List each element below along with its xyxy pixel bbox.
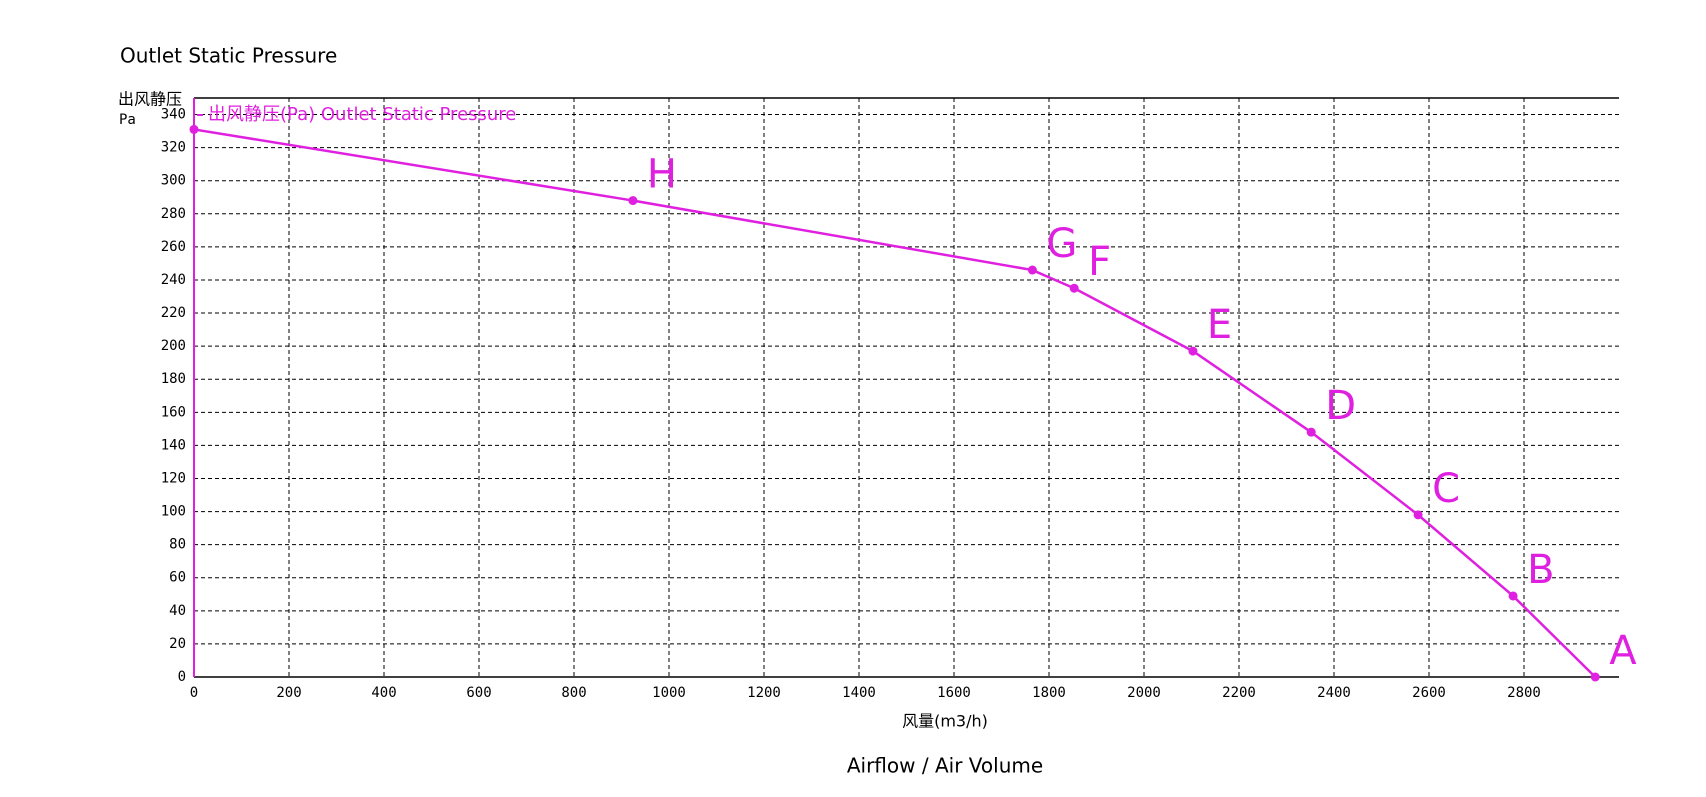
x-tick-label: 800	[561, 685, 586, 701]
x-tick-label: 400	[371, 685, 396, 701]
y-tick-label: 280	[161, 206, 186, 222]
y-tick-label: 240	[161, 272, 186, 288]
y-tick-label: 20	[169, 636, 186, 652]
x-tick-label: 2600	[1412, 685, 1446, 701]
y-tick-label: 260	[161, 239, 186, 255]
y-tick-label: 200	[161, 338, 186, 354]
data-point	[1069, 283, 1079, 293]
y-tick-label: 340	[161, 107, 186, 123]
x-tick-label: 2200	[1222, 685, 1256, 701]
y-tick-label: 60	[169, 570, 186, 586]
data-point	[1508, 591, 1518, 601]
x-tick-label: 0	[190, 685, 198, 701]
point-label: E	[1207, 302, 1232, 348]
x-tick-label: 1800	[1032, 685, 1066, 701]
x-tick-label: 1000	[652, 685, 686, 701]
point-label: H	[647, 152, 677, 198]
y-tick-label: 180	[161, 371, 186, 387]
point-label: D	[1325, 383, 1356, 429]
y-tick-label: 160	[161, 404, 186, 420]
point-label: G	[1046, 221, 1077, 267]
legend-label: 出风静压(Pa) Outlet Static Pressure	[208, 104, 516, 125]
point-label: B	[1527, 547, 1554, 593]
x-tick-label: 200	[276, 685, 301, 701]
y-tick-label: 220	[161, 305, 186, 321]
y-axis-label: 出风静压	[118, 90, 182, 109]
y-tick-label: 300	[161, 173, 186, 189]
y-tick-label: 100	[161, 504, 186, 520]
x-tick-label: 2800	[1507, 685, 1541, 701]
y-tick-label: 40	[169, 603, 186, 619]
data-point	[1590, 672, 1600, 682]
y-tick-label: 140	[161, 437, 186, 453]
data-point	[1027, 265, 1037, 275]
point-label: F	[1088, 239, 1111, 285]
y-tick-label: 120	[161, 470, 186, 486]
x-tick-label: 2000	[1127, 685, 1161, 701]
x-tick-label: 1600	[937, 685, 971, 701]
data-point	[189, 124, 199, 134]
data-point	[1188, 346, 1198, 356]
y-tick-label: 320	[161, 140, 186, 156]
x-tick-label: 2400	[1317, 685, 1351, 701]
y-tick-label: 80	[169, 537, 186, 553]
y-tick-label: 0	[178, 669, 186, 685]
series-line	[193, 128, 1597, 678]
x-tick-label: 1200	[747, 685, 781, 701]
x-tick-label: 600	[466, 685, 491, 701]
chart-subtitle: Airflow / Air Volume	[847, 754, 1043, 778]
point-label: A	[1609, 628, 1637, 674]
x-tick-label: 1400	[842, 685, 876, 701]
data-point	[1306, 427, 1316, 437]
data-point	[628, 196, 638, 206]
x-axis-label: 风量(m3/h)	[902, 712, 988, 731]
point-label: C	[1432, 466, 1460, 512]
data-point	[1413, 510, 1423, 520]
chart-title: Outlet Static Pressure	[120, 44, 337, 68]
y-axis-unit: Pa	[119, 112, 136, 128]
